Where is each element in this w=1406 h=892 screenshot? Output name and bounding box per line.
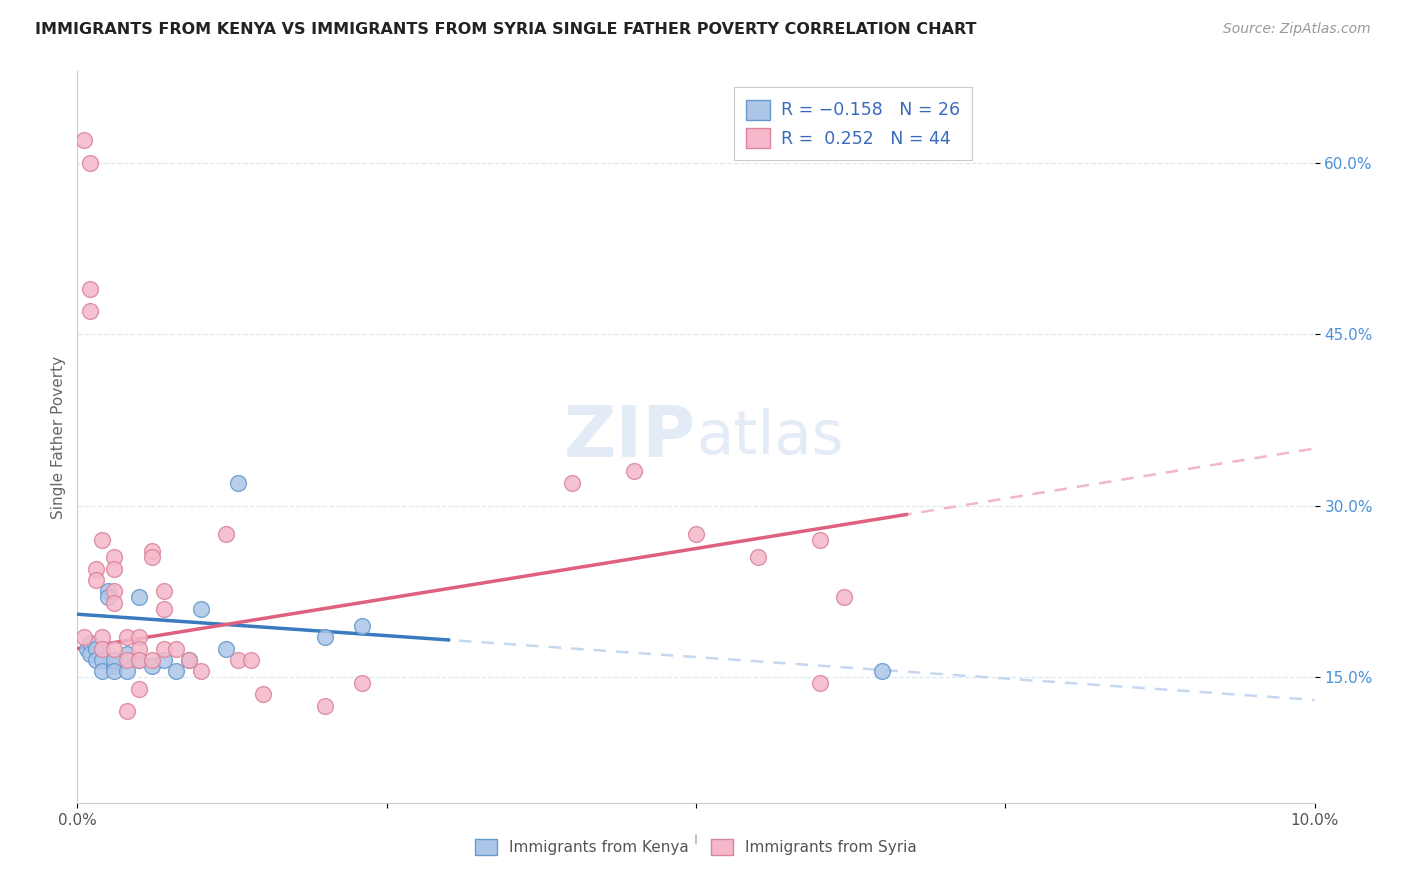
Point <box>97 590 120 604</box>
Point <box>314 630 336 644</box>
Point <box>153 653 176 667</box>
Legend: Immigrants from Kenya, Immigrants from Syria: Immigrants from Kenya, Immigrants from S… <box>470 833 922 861</box>
Y-axis label: Single Father Poverty: Single Father Poverty <box>51 356 66 518</box>
Point <box>103 561 125 575</box>
Point <box>128 641 150 656</box>
Point <box>103 665 125 679</box>
Point <box>128 653 150 667</box>
Point <box>314 698 336 713</box>
Text: atlas: atlas <box>696 408 844 467</box>
Point <box>834 590 856 604</box>
Point <box>165 665 187 679</box>
Point <box>84 561 107 575</box>
Point <box>91 665 114 679</box>
Point <box>79 647 101 661</box>
Point <box>115 705 138 719</box>
Point <box>128 630 150 644</box>
Point <box>239 653 262 667</box>
Point <box>685 527 707 541</box>
Text: Source: ZipAtlas.com: Source: ZipAtlas.com <box>1223 22 1371 37</box>
Point <box>350 675 373 690</box>
Point <box>623 464 645 478</box>
Point <box>190 665 212 679</box>
Point <box>91 630 114 644</box>
Point <box>153 601 176 615</box>
Text: IMMIGRANTS FROM KENYA VS IMMIGRANTS FROM SYRIA SINGLE FATHER POVERTY CORRELATION: IMMIGRANTS FROM KENYA VS IMMIGRANTS FROM… <box>35 22 977 37</box>
Point <box>215 527 238 541</box>
Point <box>103 658 125 673</box>
Point <box>72 133 94 147</box>
Point <box>115 647 138 661</box>
Point <box>84 653 107 667</box>
Point <box>91 641 114 656</box>
Point <box>79 304 101 318</box>
Point <box>215 641 238 656</box>
Point <box>128 653 150 667</box>
Point <box>128 590 150 604</box>
Point <box>84 573 107 587</box>
Point <box>870 665 893 679</box>
Point <box>141 658 163 673</box>
Point <box>79 155 101 169</box>
Point <box>747 550 769 565</box>
Point <box>79 636 101 650</box>
Point <box>808 675 831 690</box>
Point <box>226 653 249 667</box>
Point <box>103 550 125 565</box>
Point <box>561 475 583 490</box>
Point <box>226 475 249 490</box>
Point <box>252 687 274 701</box>
Point <box>141 544 163 558</box>
Point <box>97 584 120 599</box>
Point <box>350 618 373 632</box>
Point <box>84 641 107 656</box>
Point <box>103 653 125 667</box>
Point <box>153 641 176 656</box>
Point <box>141 653 163 667</box>
Point <box>91 533 114 547</box>
Point <box>153 584 176 599</box>
Point <box>177 653 200 667</box>
Point <box>72 630 94 644</box>
Point <box>103 641 125 656</box>
Point <box>79 281 101 295</box>
Point <box>115 653 138 667</box>
Point <box>177 653 200 667</box>
Point <box>190 601 212 615</box>
Point <box>76 641 98 656</box>
Point <box>115 665 138 679</box>
Point <box>91 653 114 667</box>
Point <box>103 584 125 599</box>
Point <box>808 533 831 547</box>
Point <box>141 550 163 565</box>
Point <box>165 641 187 656</box>
Point <box>115 630 138 644</box>
Text: ZIP: ZIP <box>564 402 696 472</box>
Point <box>103 596 125 610</box>
Point <box>128 681 150 696</box>
